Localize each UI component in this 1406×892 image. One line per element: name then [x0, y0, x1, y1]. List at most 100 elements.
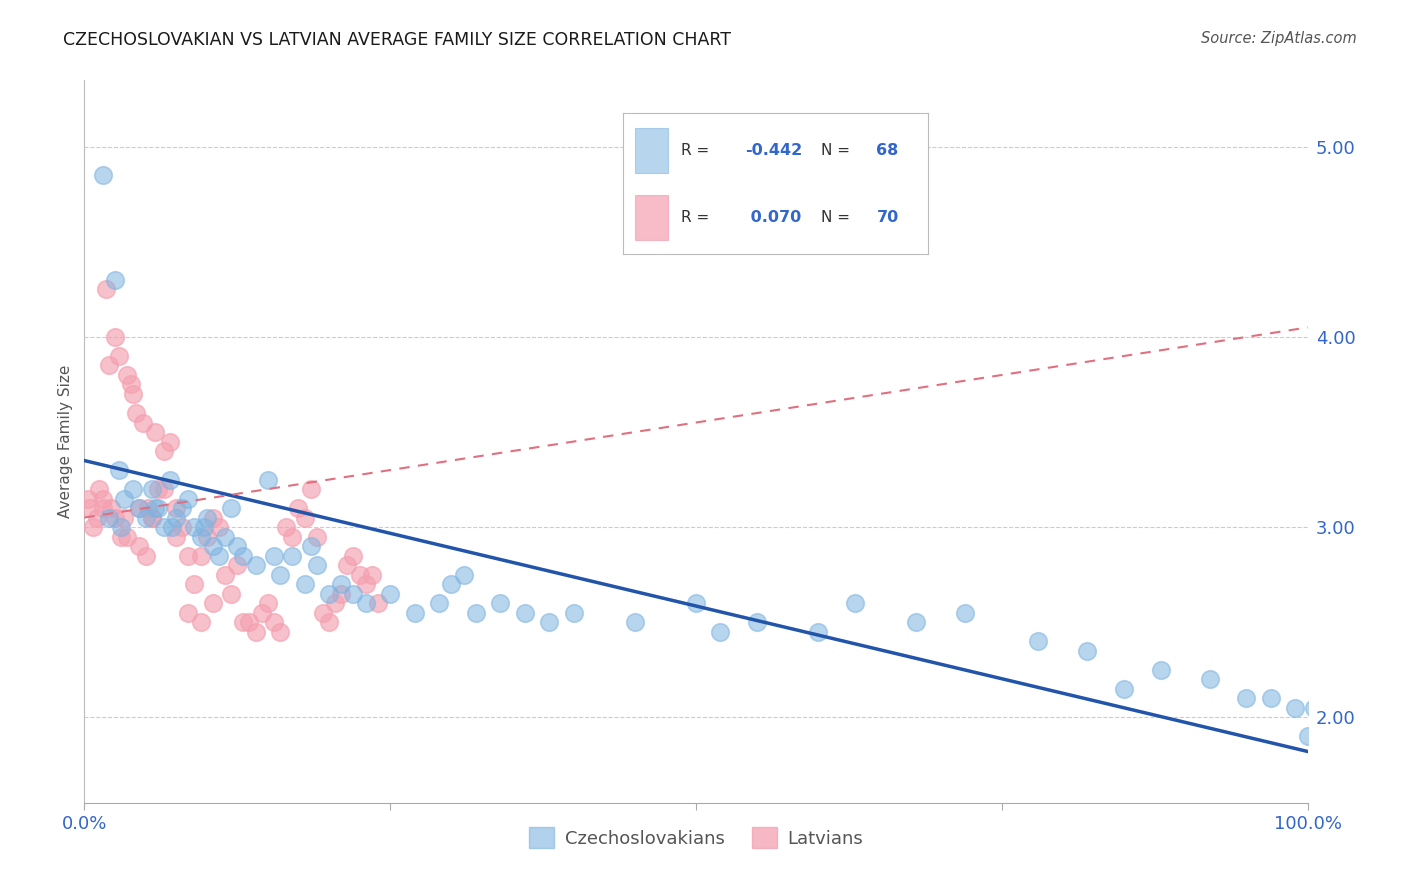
Point: [208, 549, 231, 563]
Point: [238, 615, 260, 630]
Point: [538, 615, 561, 630]
Point: [146, 501, 169, 516]
Point: [685, 596, 707, 610]
Point: [305, 558, 328, 573]
Point: [354, 596, 377, 610]
Point: [201, 539, 224, 553]
Point: [226, 558, 249, 573]
Point: [104, 330, 127, 344]
Point: [312, 606, 335, 620]
Point: [172, 501, 194, 516]
Point: [709, 624, 731, 639]
Point: [336, 558, 359, 573]
Point: [305, 530, 328, 544]
Point: [276, 520, 298, 534]
Point: [287, 501, 309, 516]
Point: [201, 510, 224, 524]
Point: [141, 482, 163, 496]
Point: [165, 530, 187, 544]
Point: [513, 606, 536, 620]
Point: [208, 520, 231, 534]
Point: [1236, 691, 1258, 706]
Point: [107, 463, 129, 477]
Point: [132, 416, 155, 430]
Point: [159, 434, 181, 449]
Point: [323, 596, 346, 610]
Point: [107, 349, 129, 363]
Point: [128, 501, 150, 516]
Point: [77, 491, 100, 506]
Point: [190, 530, 212, 544]
Point: [489, 596, 512, 610]
Point: [245, 558, 267, 573]
Point: [162, 520, 184, 534]
Point: [136, 501, 159, 516]
Point: [1028, 634, 1050, 648]
Point: [214, 567, 236, 582]
Point: [453, 567, 475, 582]
Point: [1260, 691, 1282, 706]
Point: [562, 606, 585, 620]
Point: [747, 615, 769, 630]
Point: [79, 501, 101, 516]
Point: [141, 510, 163, 524]
Point: [294, 510, 316, 524]
Point: [112, 510, 135, 524]
Point: [153, 520, 176, 534]
Point: [1150, 663, 1173, 677]
Point: [153, 444, 176, 458]
Point: [263, 549, 285, 563]
Point: [299, 539, 322, 553]
Point: [905, 615, 928, 630]
Point: [96, 282, 118, 296]
Point: [159, 473, 181, 487]
Point: [281, 549, 304, 563]
Point: [97, 510, 120, 524]
Point: [104, 273, 127, 287]
Point: [269, 624, 291, 639]
Point: [201, 596, 224, 610]
Point: [257, 473, 280, 487]
Point: [294, 577, 316, 591]
Point: [110, 530, 132, 544]
Point: [177, 491, 200, 506]
Point: [91, 169, 114, 183]
Point: [263, 615, 285, 630]
Point: [257, 596, 280, 610]
Point: [122, 482, 145, 496]
Point: [128, 501, 150, 516]
Point: [153, 482, 176, 496]
Point: [367, 596, 389, 610]
Point: [82, 520, 104, 534]
Point: [342, 587, 364, 601]
Point: [112, 491, 135, 506]
Point: [135, 510, 157, 524]
Point: [177, 606, 200, 620]
Point: [193, 520, 215, 534]
Point: [115, 368, 138, 382]
Point: [380, 587, 402, 601]
Point: [1076, 643, 1098, 657]
Point: [125, 406, 148, 420]
Point: [165, 501, 187, 516]
Point: [86, 510, 108, 524]
Point: [427, 596, 450, 610]
Point: [1296, 729, 1319, 743]
Point: [342, 549, 364, 563]
Point: [226, 539, 249, 553]
Point: [97, 359, 120, 373]
Point: [1302, 700, 1324, 714]
Point: [330, 587, 353, 601]
Point: [115, 530, 138, 544]
Point: [190, 615, 212, 630]
Point: [183, 577, 205, 591]
Point: [232, 615, 254, 630]
Point: [177, 549, 200, 563]
Point: [330, 577, 353, 591]
Point: [232, 549, 254, 563]
Point: [87, 482, 110, 496]
Point: [281, 530, 304, 544]
Point: [844, 596, 866, 610]
Point: [404, 606, 426, 620]
Point: [1114, 681, 1136, 696]
